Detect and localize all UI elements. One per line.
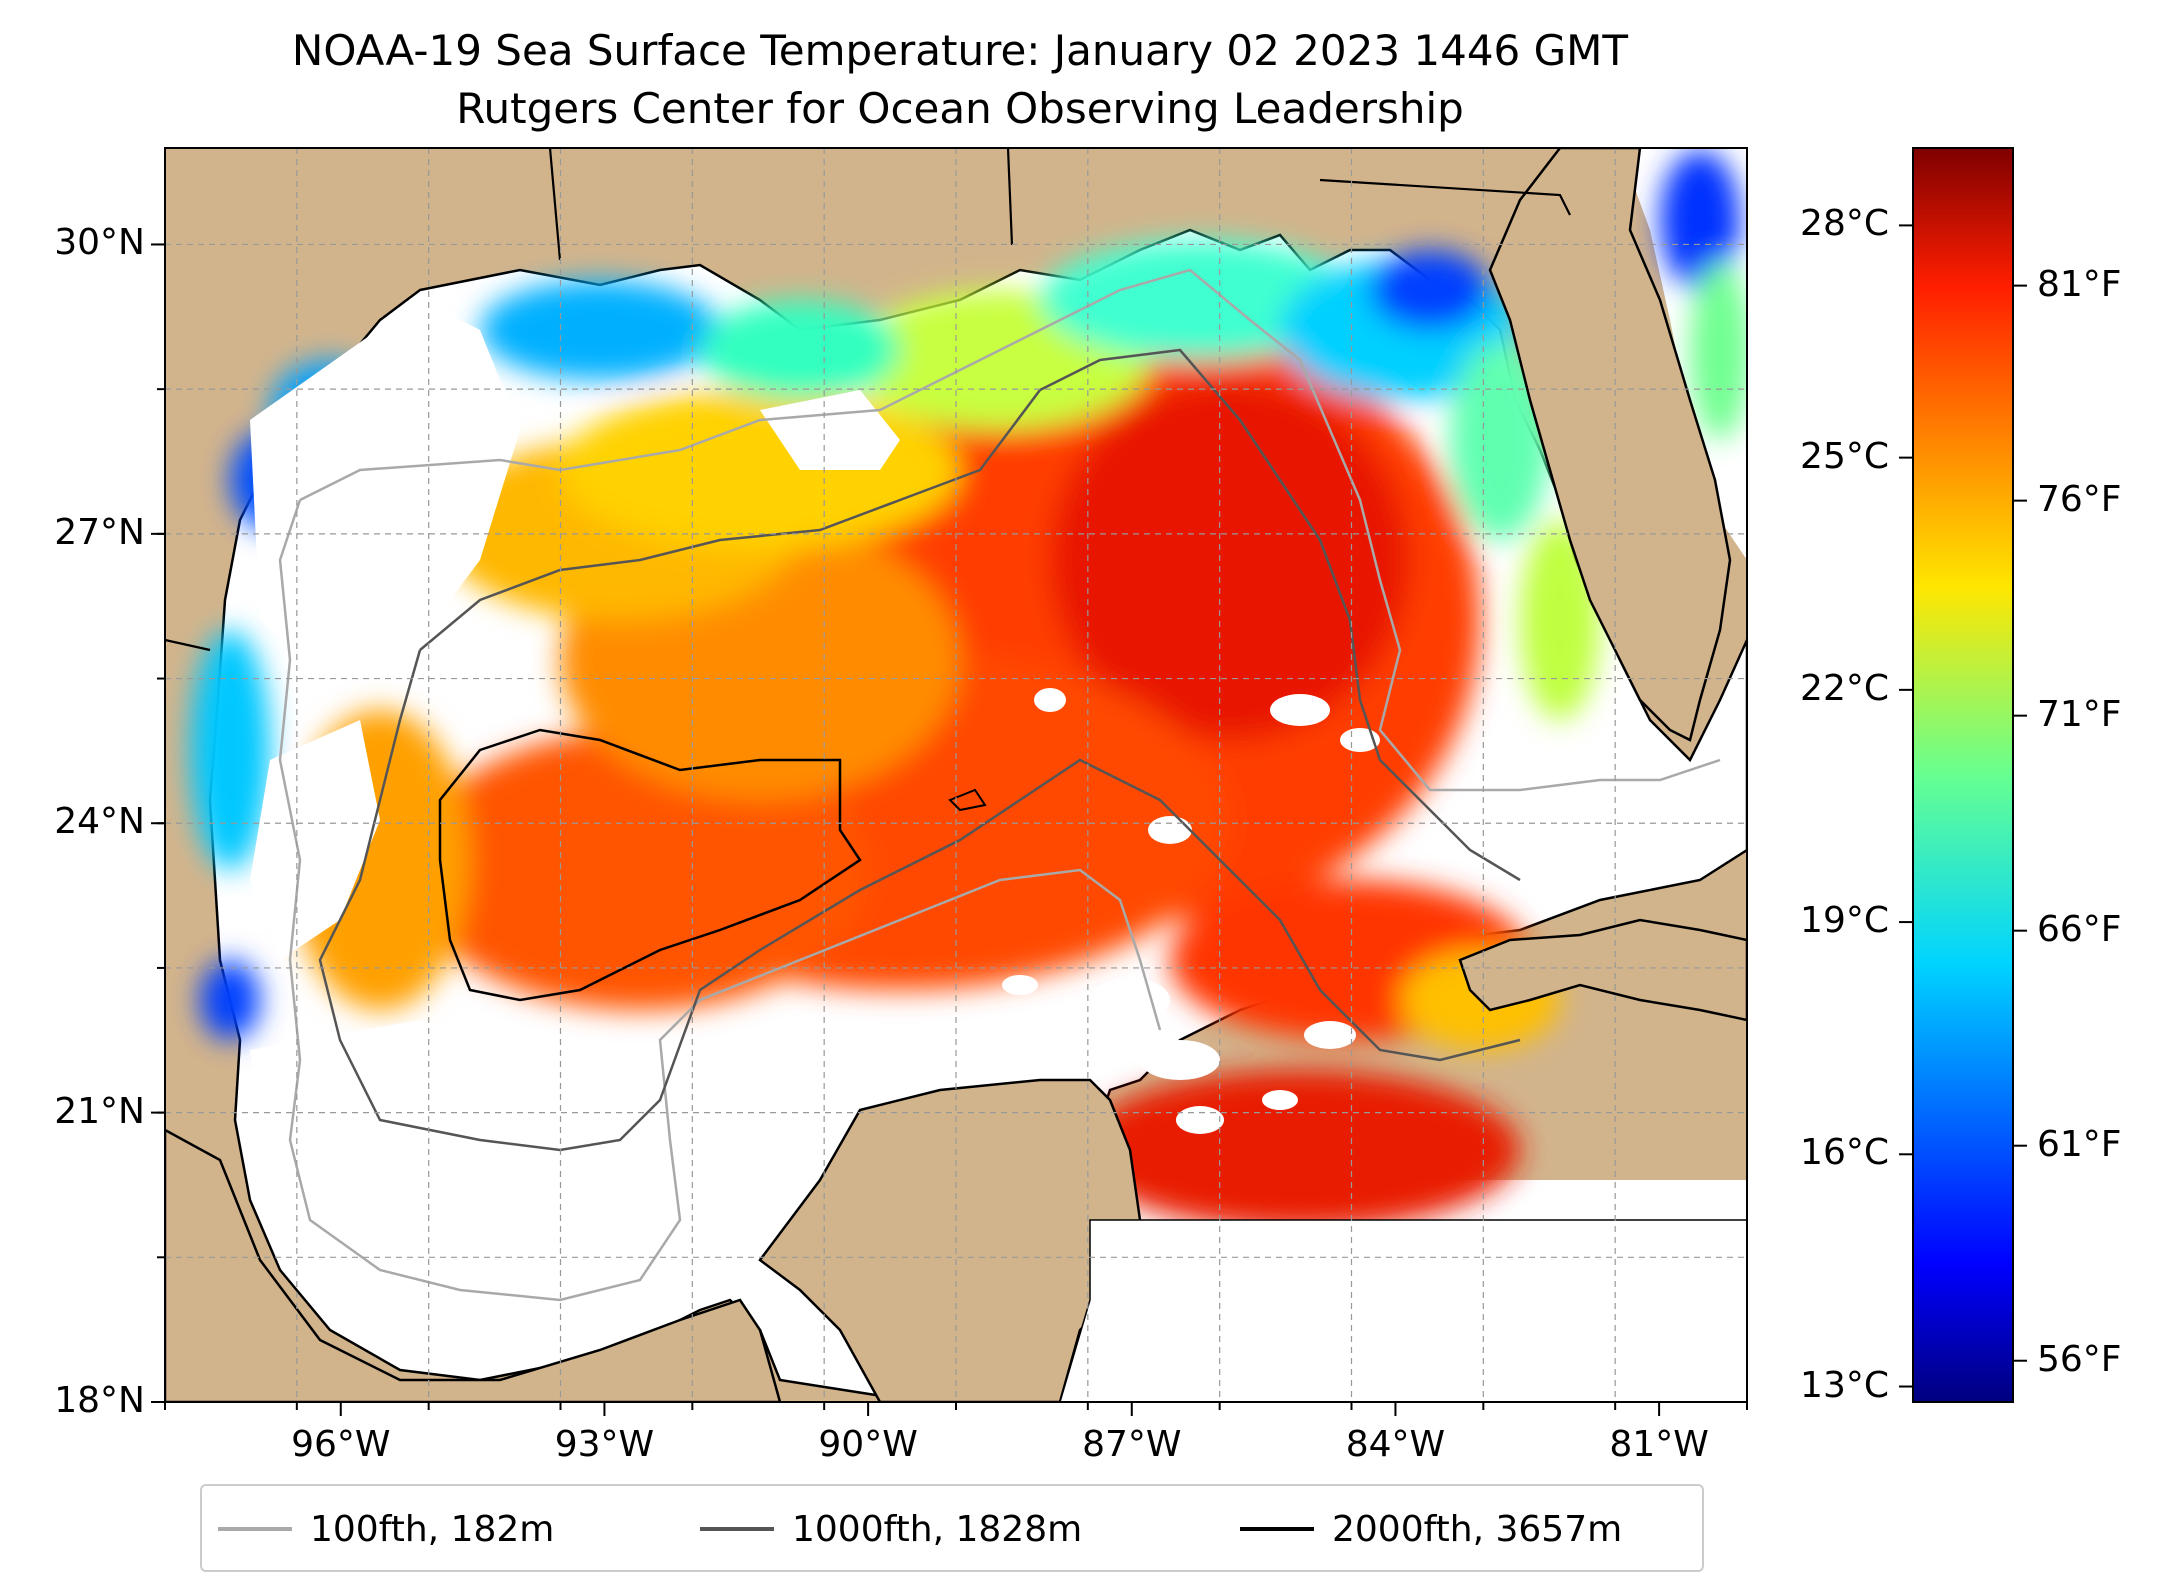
lat-tick-label: 30°N xyxy=(54,222,145,264)
colorbar-celsius-label: 25°C xyxy=(1800,435,1889,477)
colorbar-fahrenheit-label: 66°F xyxy=(2037,908,2122,950)
colorbar-fahrenheit-label: 56°F xyxy=(2037,1338,2122,1380)
lon-tick-label: 93°W xyxy=(554,1424,655,1465)
colorbar-fahrenheit-label: 81°F xyxy=(2037,263,2122,305)
lat-tick-label: 21°N xyxy=(54,1090,145,1132)
border-lines xyxy=(165,148,1571,652)
colorbar-fahrenheit-label: 71°F xyxy=(2037,693,2122,735)
legend-item-100fth: 100fth, 182m xyxy=(218,1486,554,1572)
contour-1000fth xyxy=(318,348,1521,1152)
colorbar-celsius-label: 13°C xyxy=(1800,1364,1889,1406)
legend-swatch-1000fth xyxy=(700,1527,774,1531)
lat-tick-label: 18°N xyxy=(54,1380,145,1421)
colorbar-celsius-label: 28°C xyxy=(1800,203,1889,245)
colorbar-celsius-label: 22°C xyxy=(1800,667,1889,709)
lat-tick-label: 24°N xyxy=(54,801,145,843)
colorbar-gradient xyxy=(1912,147,2014,1403)
legend-label-100fth: 100fth, 182m xyxy=(310,1508,555,1550)
cuba-land xyxy=(1458,918,1747,1022)
map-subtitle: Rutgers Center for Ocean Observing Leade… xyxy=(456,84,1464,133)
legend-item-1000fth: 1000fth, 1828m xyxy=(700,1486,1082,1572)
lon-tick-label: 84°W xyxy=(1345,1424,1446,1465)
colorbar-ticks xyxy=(1899,224,2027,1388)
colorbar-fahrenheit-label: 61°F xyxy=(2037,1123,2122,1165)
swath-gap xyxy=(1059,1219,1747,1402)
lon-tick-label: 90°W xyxy=(818,1424,918,1465)
colorbar-celsius-label: 19°C xyxy=(1800,900,1889,942)
lon-tick-label: 81°W xyxy=(1609,1424,1709,1465)
sst-field xyxy=(190,150,1747,1230)
legend-label-1000fth: 1000fth, 1828m xyxy=(792,1508,1083,1550)
contour-2000fth-small xyxy=(948,788,987,812)
legend-swatch-100fth xyxy=(218,1527,292,1531)
map-title: NOAA-19 Sea Surface Temperature: January… xyxy=(291,26,1629,75)
colorbar-celsius-label: 16°C xyxy=(1800,1132,1889,1174)
florida-land xyxy=(1488,148,1732,742)
legend-swatch-2000fth xyxy=(1240,1527,1314,1531)
gridlines xyxy=(165,148,1747,1402)
contour-2000fth xyxy=(438,728,862,1002)
depth-legend: 100fth, 182m 1000fth, 1828m 2000fth, 365… xyxy=(200,1484,1704,1572)
central-america-land xyxy=(165,1128,782,1402)
lat-tick-label: 27°N xyxy=(54,511,145,553)
cloud-gaps xyxy=(250,300,1380,1350)
colorbar-fahrenheit-label: 76°F xyxy=(2037,478,2122,520)
legend-label-2000fth: 2000fth, 3657m xyxy=(1332,1508,1623,1550)
lon-tick-label: 87°W xyxy=(1082,1424,1182,1465)
legend-item-2000fth: 2000fth, 3657m xyxy=(1240,1486,1622,1572)
lon-tick-label: 96°W xyxy=(291,1424,391,1465)
map-ticks xyxy=(151,243,1748,1416)
